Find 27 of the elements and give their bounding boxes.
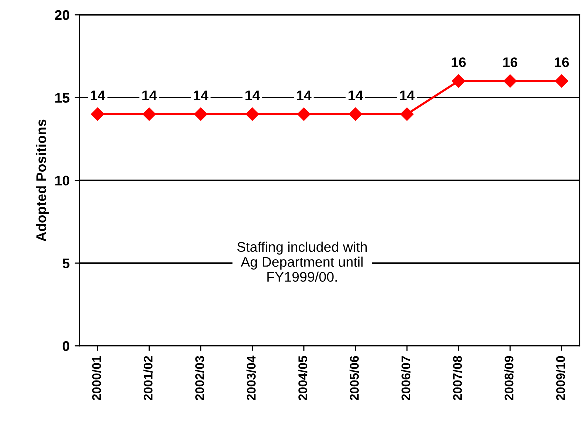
x-tick-label: 2001/02 <box>144 356 153 401</box>
x-tick-label: 2003/04 <box>246 356 256 401</box>
x-tick-label: 2002/03 <box>195 356 204 401</box>
x-tick-label: 2006/07 <box>401 356 411 401</box>
data-label: 14 <box>91 90 106 100</box>
y-tick-label: 20 <box>55 10 70 20</box>
y-tick-label: 10 <box>56 176 70 186</box>
x-tick-label: 2000/01 <box>92 356 102 401</box>
data-label: 14 <box>400 90 415 100</box>
y-axis-title: Adopted Positions <box>36 120 50 242</box>
x-tick-label: 2008/09 <box>504 356 514 401</box>
data-label: 16 <box>555 58 570 68</box>
x-tick-label: 2007/08 <box>452 356 462 401</box>
annotation: Staffing included with Ag Department until FY1999/00. <box>238 242 367 282</box>
x-tick-label: 2005/06 <box>350 356 360 401</box>
data-label: 14 <box>348 90 364 100</box>
y-tick-label: 0 <box>62 341 70 352</box>
y-tick-label: 15 <box>56 93 70 104</box>
data-label: 16 <box>504 58 518 68</box>
data-label: 14 <box>142 90 158 100</box>
data-label: 16 <box>452 58 466 68</box>
data-label: 14 <box>246 90 260 100</box>
x-tick-label: 2009/10 <box>556 356 566 401</box>
data-label: 14 <box>297 90 312 100</box>
data-label: 14 <box>194 90 209 100</box>
y-tick-label: 5 <box>62 258 70 269</box>
x-tick-label: 2004/05 <box>298 356 308 401</box>
